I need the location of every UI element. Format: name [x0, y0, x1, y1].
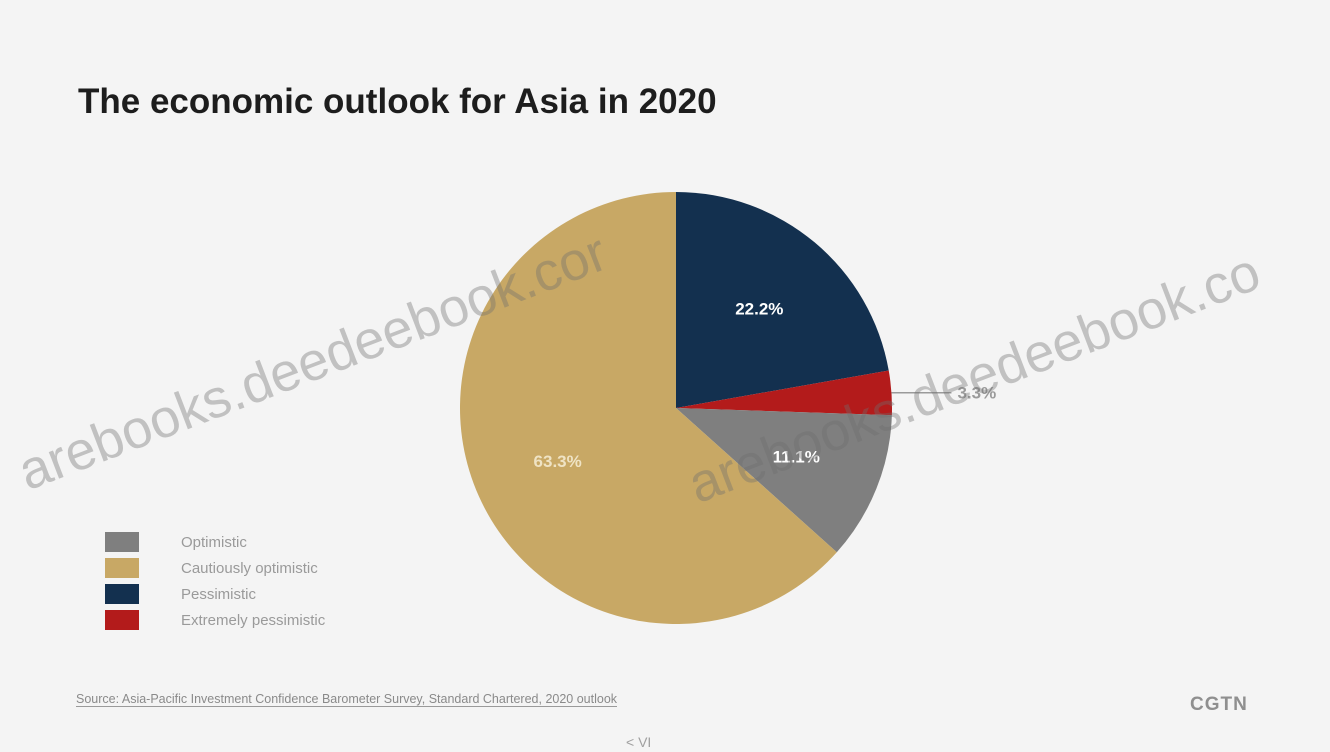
cgtn-logo: CGTN	[1190, 694, 1248, 715]
legend-item-extremely-pessimistic: Extremely pessimistic	[105, 608, 325, 632]
slice-label: 63.3%	[534, 452, 582, 471]
legend-swatch	[105, 558, 139, 578]
slice-label: 22.2%	[735, 300, 783, 319]
pie-labels: 22.2% 3.3% 11.1% 63.3%	[534, 300, 997, 471]
source-note[interactable]: Source: Asia-Pacific Investment Confiden…	[76, 692, 618, 707]
slice-label: 3.3%	[957, 384, 996, 403]
pie-slices	[459, 192, 892, 624]
legend-item-optimistic: Optimistic	[105, 530, 325, 554]
legend-swatch	[105, 584, 139, 604]
legend-item-pessimistic: Pessimistic	[105, 582, 325, 606]
pie-slice-pessimistic	[676, 192, 889, 408]
legend-label: Optimistic	[181, 533, 247, 551]
legend-swatch	[105, 532, 139, 552]
legend-label: Extremely pessimistic	[181, 611, 326, 629]
legend-item-cautiously-optimistic: Cautiously optimistic	[105, 556, 325, 580]
legend-label: Cautiously optimistic	[181, 559, 318, 577]
slice-label: 11.1%	[773, 447, 820, 466]
pie-slice-extremely-pessimistic	[676, 370, 892, 416]
footer-mark: < VI	[626, 734, 652, 750]
legend-swatch	[105, 610, 139, 630]
legend-label: Pessimistic	[181, 585, 257, 603]
chart-title: The economic outlook for Asia in 2020	[78, 82, 717, 121]
legend: Optimistic Cautiously optimistic Pessimi…	[105, 530, 325, 634]
pie-slice-optimistic	[676, 408, 892, 553]
pie-slice-cautiously-optimistic	[459, 192, 837, 624]
